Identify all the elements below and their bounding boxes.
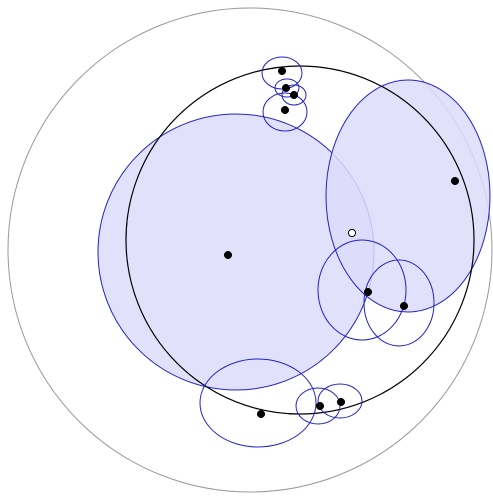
- point-top-4: [280, 105, 290, 115]
- point-bottom-2: [315, 401, 325, 411]
- small-circle-top-3: [281, 84, 307, 106]
- point-hollow: [347, 228, 357, 238]
- small-circle-top-2: [274, 78, 300, 98]
- small-circle-top-4: [262, 92, 308, 132]
- point-mid-right-2: [399, 301, 409, 311]
- point-bottom-1: [256, 409, 266, 419]
- point-mid-right-1: [363, 287, 373, 297]
- point-center-left: [223, 250, 233, 260]
- mid-circle-right-1: [317, 239, 407, 341]
- outer-boundary-circle: [7, 7, 493, 493]
- small-circle-top-1: [261, 56, 303, 90]
- point-top-2: [281, 83, 291, 93]
- bottom-ellipse-large: [199, 358, 317, 448]
- point-top-3: [289, 90, 299, 100]
- filled-ellipse-right: [325, 79, 491, 313]
- point-right: [450, 176, 460, 186]
- mid-circle-right-2: [363, 259, 435, 347]
- point-bottom-3: [336, 397, 346, 407]
- point-top-1: [277, 66, 287, 76]
- bottom-ellipse-small-2: [317, 383, 363, 419]
- bottom-ellipse-small-1: [295, 387, 341, 425]
